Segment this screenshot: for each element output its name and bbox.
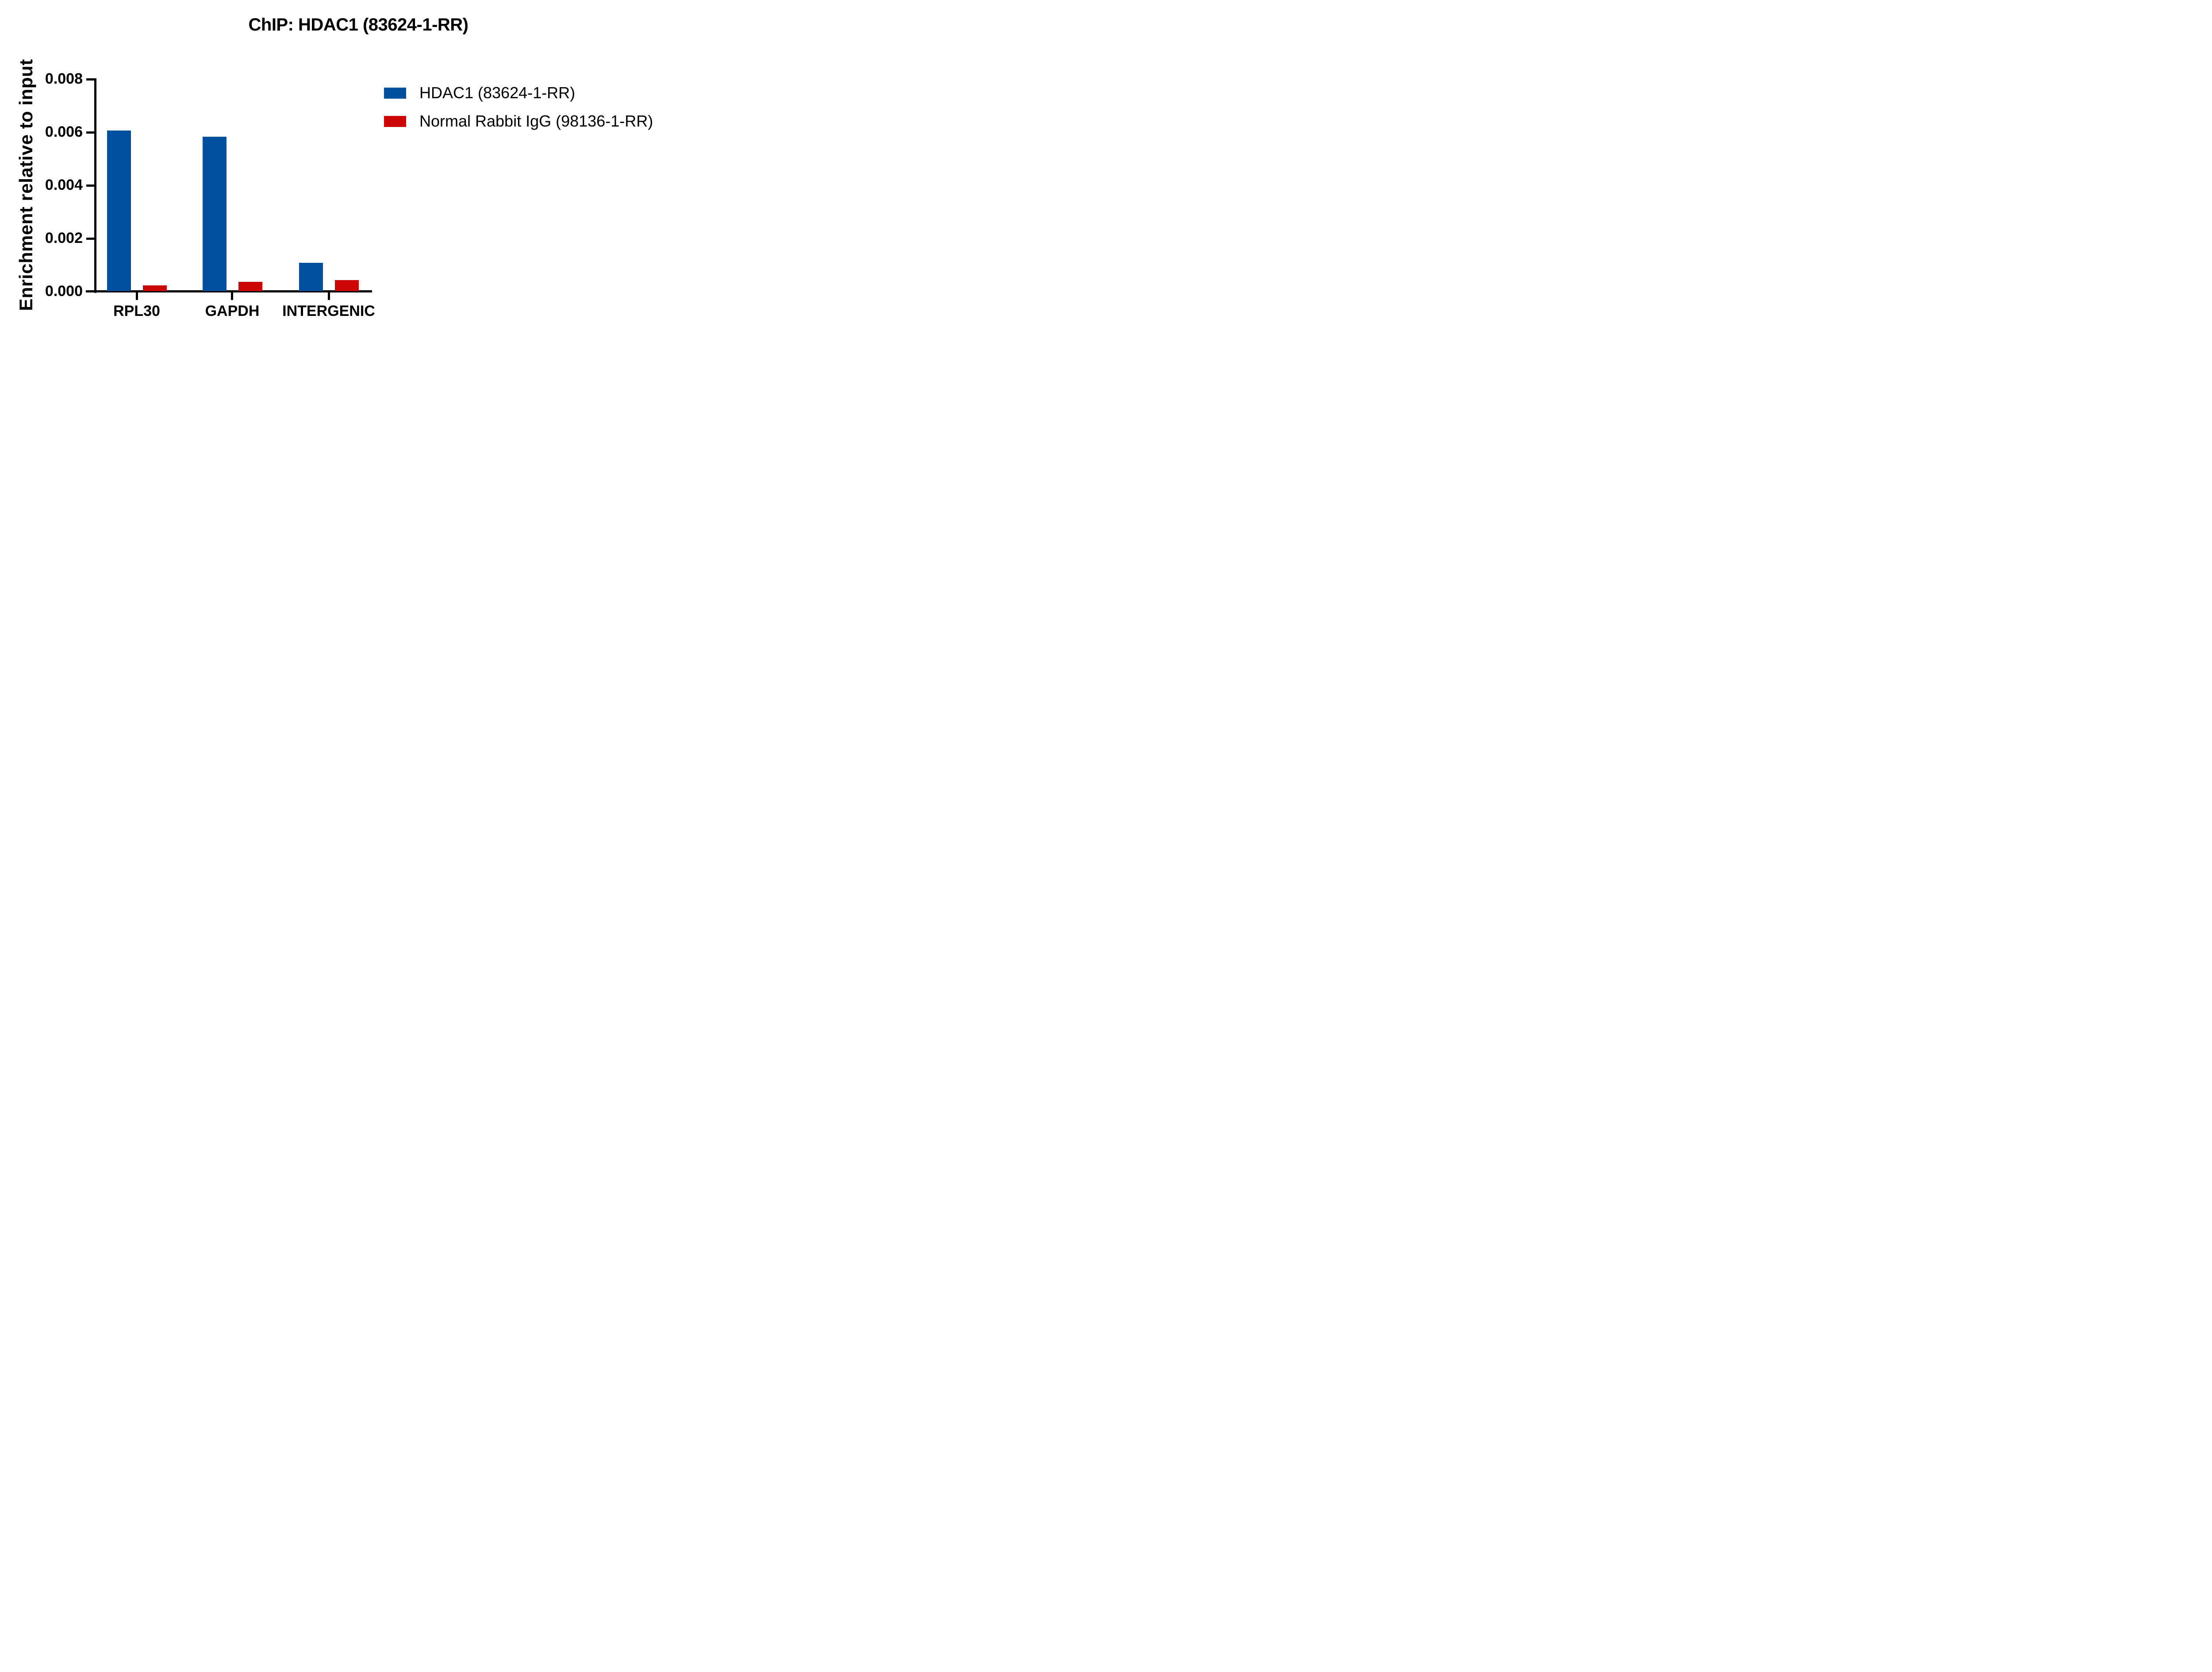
bar-intergenic-hdac1: [299, 263, 323, 291]
y-tick-label: 0.000: [45, 283, 83, 300]
x-axis-line: [86, 290, 372, 292]
legend-swatch-hdac1: [384, 88, 406, 99]
chart-title: ChIP: HDAC1 (83624-1-RR): [248, 15, 469, 35]
x-tick: [328, 292, 330, 300]
y-axis-line: [94, 78, 96, 293]
x-tick-label: RPL30: [113, 303, 160, 319]
y-tick: [86, 131, 95, 134]
y-tick-label: 0.004: [45, 177, 83, 193]
y-tick-label: 0.002: [45, 230, 83, 246]
bar-rpl30-igg: [143, 285, 167, 291]
bar-intergenic-igg: [335, 280, 359, 291]
y-tick: [86, 78, 95, 81]
legend-label-hdac1: HDAC1 (83624-1-RR): [419, 84, 576, 102]
y-tick: [86, 184, 95, 187]
bar-gapdh-igg: [238, 282, 262, 291]
y-tick: [86, 290, 95, 292]
x-tick: [231, 292, 233, 300]
x-tick-label: INTERGENIC: [282, 303, 375, 319]
bar-rpl30-hdac1: [107, 131, 131, 291]
y-tick-label: 0.008: [45, 70, 83, 87]
bar-gapdh-hdac1: [203, 137, 227, 291]
x-tick: [136, 292, 138, 300]
x-tick-label: GAPDH: [205, 303, 260, 319]
legend-label-igg: Normal Rabbit IgG (98136-1-RR): [419, 112, 653, 130]
y-tick: [86, 238, 95, 240]
y-tick-label: 0.006: [45, 123, 83, 140]
legend-swatch-igg: [384, 116, 406, 127]
